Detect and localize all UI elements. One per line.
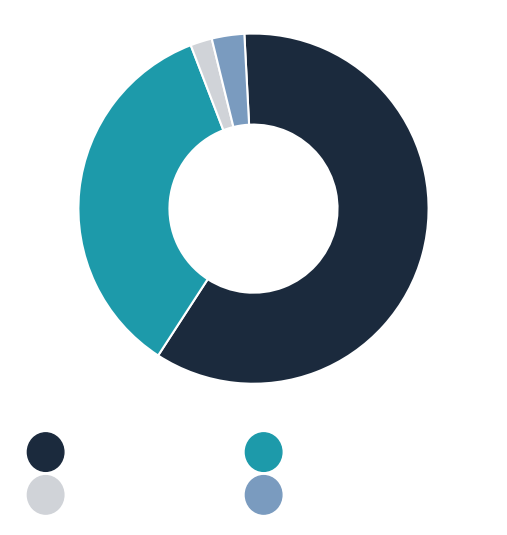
Wedge shape	[158, 34, 428, 384]
Wedge shape	[212, 34, 249, 127]
Wedge shape	[79, 45, 224, 355]
Wedge shape	[191, 39, 233, 130]
